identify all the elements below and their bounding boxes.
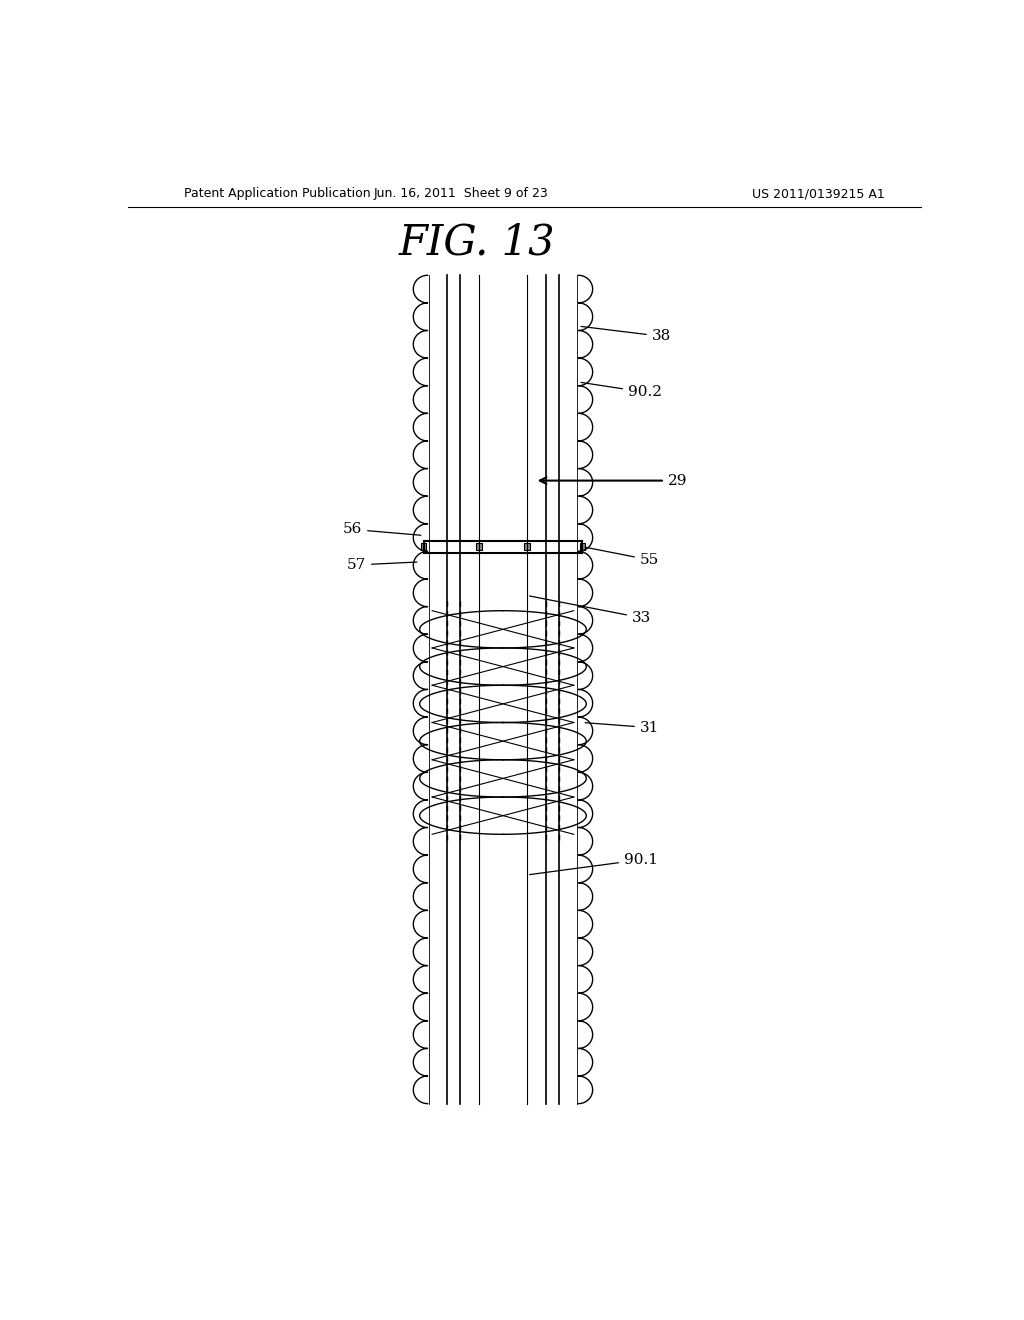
Bar xyxy=(421,543,426,550)
Text: 33: 33 xyxy=(529,597,651,624)
Text: 55: 55 xyxy=(585,548,659,566)
Bar xyxy=(524,543,529,550)
Bar xyxy=(476,543,482,550)
Text: 29: 29 xyxy=(540,474,687,487)
Text: Patent Application Publication: Patent Application Publication xyxy=(183,187,371,201)
Text: 31: 31 xyxy=(585,721,659,735)
Text: US 2011/0139215 A1: US 2011/0139215 A1 xyxy=(752,187,885,201)
Bar xyxy=(580,543,585,550)
Text: 57: 57 xyxy=(347,558,417,572)
Text: 90.2: 90.2 xyxy=(581,383,662,399)
Text: 38: 38 xyxy=(582,326,671,343)
Text: 56: 56 xyxy=(343,523,421,536)
Text: Jun. 16, 2011  Sheet 9 of 23: Jun. 16, 2011 Sheet 9 of 23 xyxy=(374,187,549,201)
Text: FIG. 13: FIG. 13 xyxy=(399,222,555,264)
Text: 90.1: 90.1 xyxy=(529,853,658,875)
